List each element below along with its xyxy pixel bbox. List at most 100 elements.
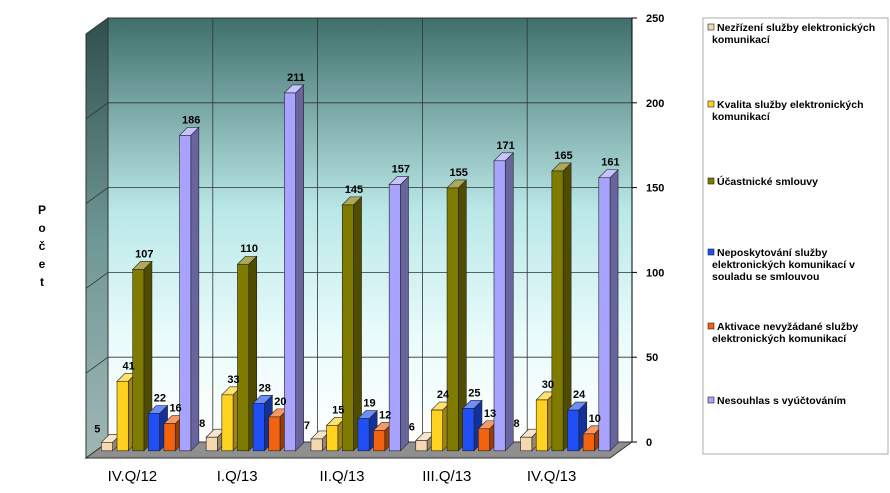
bar-side bbox=[609, 169, 619, 452]
data-label: 107 bbox=[135, 248, 153, 260]
legend-swatch bbox=[707, 100, 715, 108]
bar-front bbox=[326, 425, 339, 452]
bar bbox=[178, 126, 200, 452]
bar bbox=[598, 169, 619, 452]
bar-front bbox=[310, 438, 323, 452]
x-tick-label: IV.Q/13 bbox=[527, 468, 576, 485]
data-label: 7 bbox=[304, 420, 310, 432]
legend-item: Nezřízení služby elektronických komunikac… bbox=[707, 22, 875, 46]
bar-front bbox=[431, 409, 443, 452]
bar bbox=[446, 179, 468, 452]
bar bbox=[551, 162, 572, 452]
bar-front bbox=[284, 92, 296, 452]
legend-item: Účastnické smlouvy bbox=[707, 175, 818, 188]
legend-label: Kvalita služby elektronických komunikací bbox=[712, 99, 863, 123]
legend-label: Nesouhlas s vyúčtováním bbox=[717, 395, 846, 407]
y-tick-label: 100 bbox=[646, 267, 664, 279]
data-label: 211 bbox=[287, 72, 305, 84]
bar-front bbox=[598, 177, 611, 452]
y-tick-label: 150 bbox=[646, 183, 664, 195]
data-label: 165 bbox=[554, 150, 572, 162]
bar-front bbox=[462, 408, 475, 452]
bar-front bbox=[582, 433, 595, 452]
bar-front bbox=[237, 263, 250, 452]
x-tick-label: IV.Q/12 bbox=[108, 468, 157, 485]
gridline-side bbox=[85, 272, 109, 289]
bar-front bbox=[493, 160, 506, 452]
bar bbox=[566, 401, 588, 452]
data-label: 12 bbox=[379, 409, 391, 421]
bar-side bbox=[353, 196, 362, 452]
bar-front bbox=[520, 436, 533, 452]
bar-front bbox=[567, 409, 580, 452]
y-axis-label-char: e bbox=[39, 257, 46, 271]
legend-swatch bbox=[707, 248, 715, 256]
bar-front bbox=[252, 403, 265, 452]
data-label: 110 bbox=[240, 243, 258, 255]
legend-item: Aktivace nevyžádané služby elektronických… bbox=[707, 321, 858, 345]
bar-front bbox=[373, 430, 386, 452]
bar-front bbox=[415, 440, 428, 452]
data-label: 6 bbox=[409, 422, 415, 434]
y-axis-ticks: 0 50 100 150 200 250 bbox=[632, 13, 664, 449]
bar-front bbox=[116, 380, 129, 452]
bar-front bbox=[101, 442, 113, 452]
legend-swatch bbox=[707, 396, 715, 404]
bar-front bbox=[551, 170, 564, 452]
bar bbox=[493, 152, 514, 452]
data-label: 5 bbox=[94, 423, 100, 435]
y-axis-label-char: t bbox=[40, 275, 44, 289]
bar bbox=[341, 196, 363, 452]
data-label: 13 bbox=[484, 408, 496, 420]
data-label: 15 bbox=[332, 404, 344, 416]
y-axis-label-char: o bbox=[38, 221, 45, 235]
legend-label: Účastnické smlouvy bbox=[717, 175, 818, 188]
x-tick-label: III.Q/13 bbox=[422, 468, 471, 485]
bar-front bbox=[478, 428, 490, 452]
bars bbox=[100, 84, 619, 452]
data-label: 28 bbox=[259, 382, 271, 394]
legend-swatch bbox=[707, 23, 715, 31]
data-label: 30 bbox=[542, 379, 554, 391]
data-label: 41 bbox=[123, 360, 135, 372]
legend-swatch bbox=[707, 177, 715, 185]
legend-label: Aktivace nevyžádané služby elektronických… bbox=[712, 321, 858, 345]
bar-front bbox=[341, 204, 354, 452]
bar-side bbox=[295, 84, 304, 452]
bar-side bbox=[400, 175, 409, 452]
y-axis-label-char: č bbox=[39, 239, 46, 253]
bar-side bbox=[190, 126, 200, 452]
data-label: 171 bbox=[496, 140, 514, 152]
legend-item: Neposkytování služby elektronických komun… bbox=[707, 247, 855, 283]
legend-swatch bbox=[707, 322, 715, 330]
legend-item: Nesouhlas s vyúčtováním bbox=[707, 395, 846, 407]
data-label: 24 bbox=[437, 389, 450, 401]
y-tick-label: 200 bbox=[646, 98, 664, 110]
data-label: 33 bbox=[227, 374, 239, 386]
bar-side bbox=[504, 152, 514, 452]
x-tick-label: II.Q/13 bbox=[319, 468, 364, 485]
data-label: 25 bbox=[468, 387, 480, 399]
y-tick-label: 0 bbox=[646, 437, 652, 449]
legend-item: Kvalita služby elektronických komunikací bbox=[707, 99, 863, 123]
legend: Nezřízení služby elektronických komunikac… bbox=[702, 17, 889, 455]
bar bbox=[283, 84, 305, 452]
bar-front bbox=[221, 394, 234, 452]
gridline-side bbox=[85, 187, 109, 204]
bar bbox=[388, 175, 410, 452]
data-label: 10 bbox=[589, 413, 601, 425]
data-label: 157 bbox=[392, 164, 410, 176]
bar-front bbox=[357, 418, 370, 452]
bar-front bbox=[446, 187, 459, 452]
bar-front bbox=[148, 413, 160, 452]
bar-front bbox=[179, 135, 192, 452]
data-label: 19 bbox=[363, 398, 375, 410]
bar-front bbox=[535, 399, 548, 452]
data-label: 8 bbox=[199, 418, 205, 430]
data-label: 145 bbox=[345, 184, 363, 196]
legend-label: Nezřízení služby elektronických komunikac… bbox=[712, 22, 875, 46]
